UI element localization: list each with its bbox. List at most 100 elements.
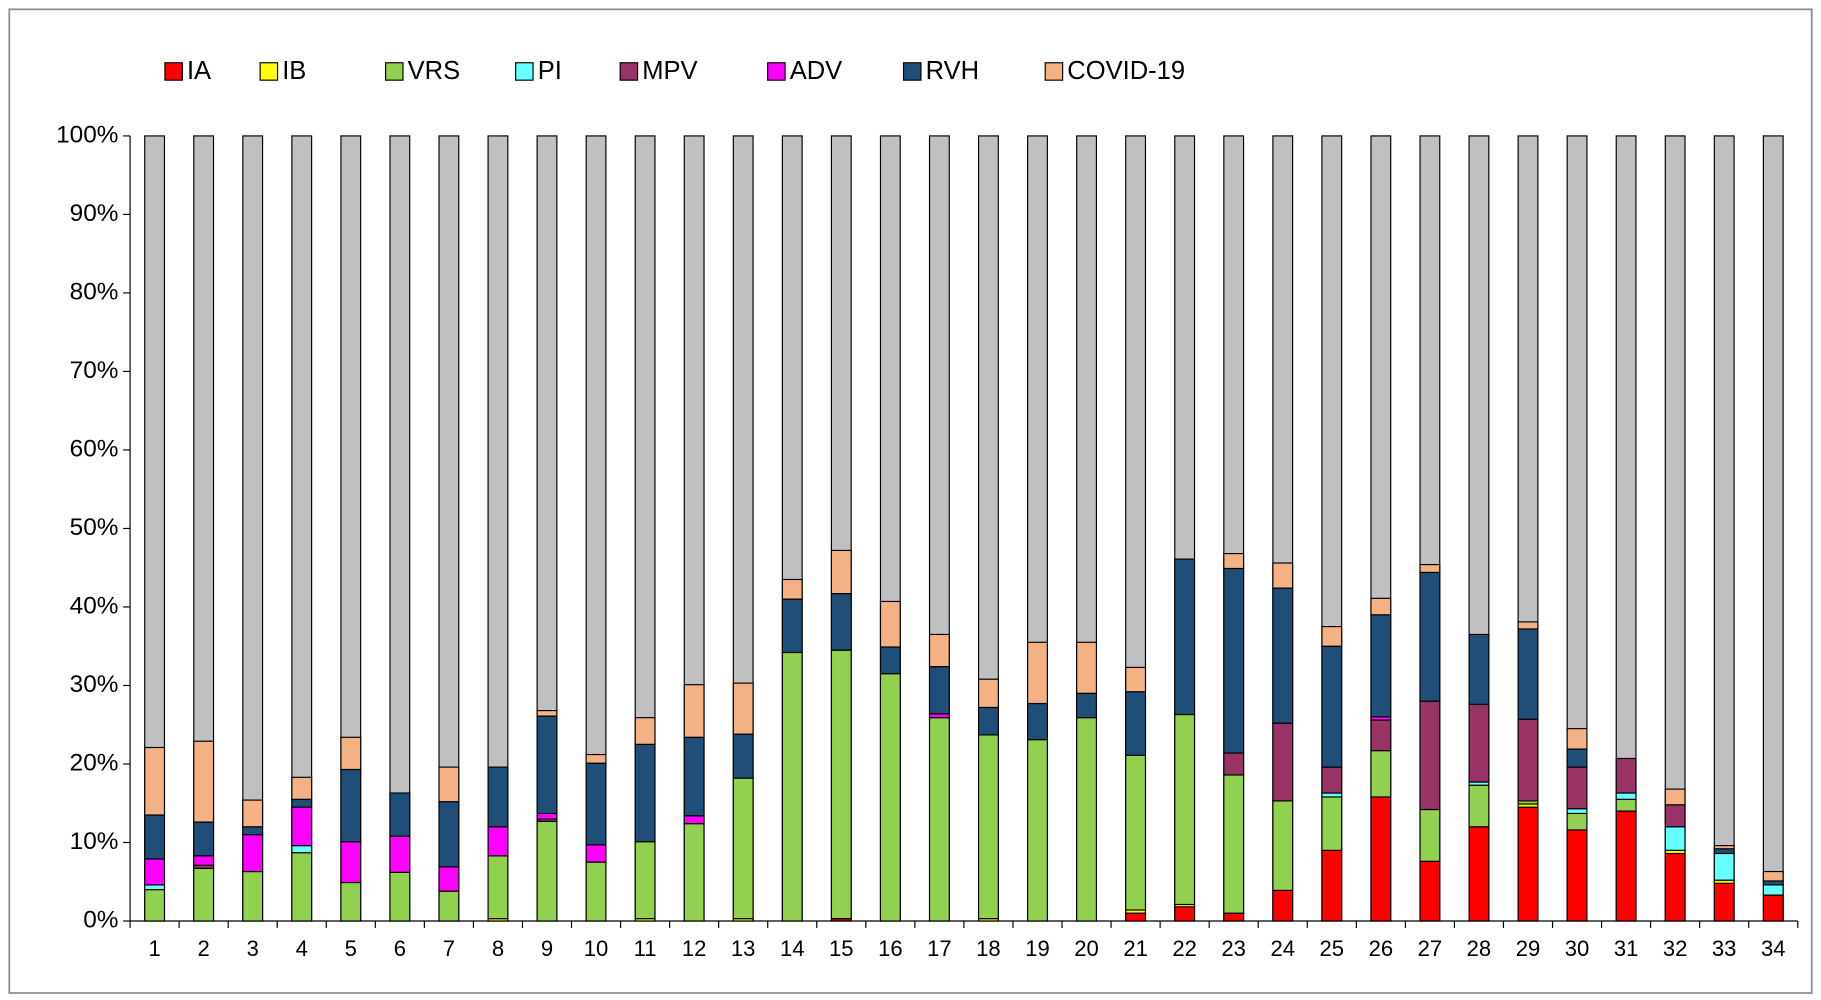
bar-segment xyxy=(683,815,705,825)
x-tick-label: 29 xyxy=(1516,936,1541,961)
bar-segment xyxy=(1566,766,1588,810)
x-tick-label: 28 xyxy=(1467,936,1492,961)
bar-segment xyxy=(144,884,166,891)
bar-segment xyxy=(1762,894,1784,922)
x-tick-label: 3 xyxy=(247,936,259,961)
y-tick-label: 0% xyxy=(83,906,118,933)
bar-segment xyxy=(1076,692,1097,719)
bar-segment xyxy=(928,717,950,922)
x-tick-label: 20 xyxy=(1074,936,1099,961)
bar-segment xyxy=(1566,812,1588,831)
bar-segment xyxy=(1419,571,1441,702)
bar-segment xyxy=(683,823,705,922)
bar-segment xyxy=(1272,722,1294,802)
bar-segment xyxy=(242,826,264,836)
y-tick-label: 100% xyxy=(56,121,118,148)
bar-segment xyxy=(1713,882,1735,922)
bar-segment xyxy=(1272,587,1294,724)
bar-segment xyxy=(781,598,803,654)
bar-segment xyxy=(1370,597,1392,616)
bar-segment xyxy=(1762,884,1784,896)
legend-label: ADV xyxy=(790,57,843,85)
bar-segment xyxy=(977,706,999,736)
bar-segment xyxy=(1664,804,1686,828)
x-tick-label: 17 xyxy=(927,936,952,961)
bar-segment xyxy=(1223,567,1245,754)
bar-segment xyxy=(683,684,705,738)
bar-segment xyxy=(1468,784,1490,828)
bar-segment xyxy=(144,858,166,886)
bar-segment xyxy=(1321,645,1343,768)
bar-segment xyxy=(1566,748,1588,768)
x-tick-label: 14 xyxy=(780,936,805,961)
bar-segment xyxy=(1174,713,1196,906)
legend-swatch xyxy=(259,62,279,81)
bar-segment xyxy=(1223,552,1245,570)
x-tick-label: 8 xyxy=(492,936,504,961)
bar-segment xyxy=(340,841,362,884)
bar-segment xyxy=(1076,717,1097,922)
legend-label: RVH xyxy=(926,57,979,85)
bar-segment xyxy=(487,826,509,857)
legend-swatch xyxy=(515,62,534,81)
bar-segment xyxy=(1566,728,1588,750)
bar-segment xyxy=(1370,796,1392,922)
bar-segment xyxy=(1223,912,1245,922)
bar-segment xyxy=(732,777,754,920)
bar-segment xyxy=(340,768,362,843)
x-tick-label: 25 xyxy=(1320,936,1345,961)
x-tick-label: 12 xyxy=(682,936,707,961)
bar-segment xyxy=(438,766,460,803)
bar-segment xyxy=(340,881,362,922)
bar-segment xyxy=(438,890,460,922)
x-tick-label: 4 xyxy=(296,936,308,961)
bar-segment xyxy=(536,710,558,717)
y-tick-label: 90% xyxy=(70,200,119,227)
bar-segment xyxy=(585,844,607,863)
x-tick-label: 15 xyxy=(829,936,854,961)
legend-swatch xyxy=(619,62,639,81)
bar-segment xyxy=(389,871,411,922)
y-tick-label: 80% xyxy=(70,278,119,305)
x-tick-label: 9 xyxy=(541,936,553,961)
bar-segment xyxy=(144,814,166,860)
x-tick-label: 1 xyxy=(148,936,160,961)
bar-segment xyxy=(1370,750,1392,798)
bar-segment xyxy=(1125,754,1147,911)
bar-segment xyxy=(1223,752,1245,776)
legend-label: COVID-19 xyxy=(1067,57,1185,85)
bar-segment xyxy=(830,549,852,595)
bar-segment xyxy=(585,762,607,846)
bar-segment xyxy=(1517,806,1539,922)
x-tick-label: 31 xyxy=(1614,936,1639,961)
legend-swatch xyxy=(767,62,786,81)
bar-segment xyxy=(1027,702,1048,741)
bar-segment xyxy=(1125,691,1147,756)
bar-segment xyxy=(1762,870,1784,882)
bar-segment xyxy=(879,673,901,922)
bar-segment xyxy=(242,834,264,873)
x-tick-label: 33 xyxy=(1712,936,1737,961)
x-tick-label: 27 xyxy=(1418,936,1443,961)
bar-segment xyxy=(1517,718,1539,802)
bar-segment xyxy=(1321,792,1343,798)
bar-segment xyxy=(1174,558,1196,716)
bar-segment xyxy=(487,766,509,828)
bar-segment xyxy=(291,806,313,847)
x-tick-label: 2 xyxy=(198,936,210,961)
bar-segment xyxy=(291,852,313,922)
bar-segment xyxy=(732,682,754,735)
bar-segment xyxy=(1468,703,1490,783)
bar-segment xyxy=(928,666,950,715)
x-tick-label: 11 xyxy=(634,936,657,961)
bar-segment xyxy=(389,835,411,873)
bar-segment xyxy=(1272,800,1294,891)
bar-segment xyxy=(1419,808,1441,862)
bar-segment xyxy=(830,593,852,651)
bar-segment xyxy=(487,855,509,920)
bar-segment xyxy=(1468,826,1490,922)
bar-segment xyxy=(1615,798,1637,812)
bar-segment xyxy=(928,633,950,668)
